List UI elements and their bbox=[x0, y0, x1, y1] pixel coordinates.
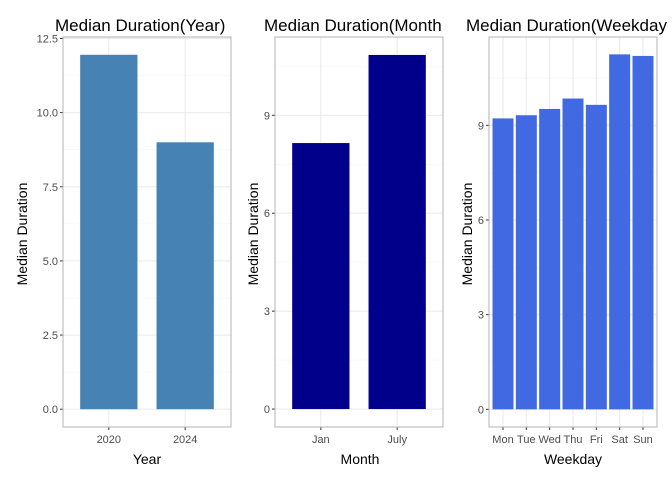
chart-title: Median Duration(Month bbox=[264, 16, 442, 35]
y-tick-label: 0 bbox=[264, 404, 270, 416]
y-tick-label: 3 bbox=[264, 306, 270, 318]
y-tick-label: 0.0 bbox=[43, 404, 58, 416]
bar-wed bbox=[539, 108, 561, 410]
y-axis-title: Median Duration bbox=[459, 183, 475, 286]
chart-title: Median Duration(Weekday bbox=[466, 16, 667, 35]
panel-weekday: Median Duration(Weekday Median Duration … bbox=[459, 16, 667, 467]
y-tick-label: 2.5 bbox=[43, 330, 58, 342]
x-tick-label: 2020 bbox=[97, 434, 121, 446]
x-tick-label: Sat bbox=[611, 434, 628, 446]
bar-thu bbox=[562, 98, 584, 410]
chart-title: Median Duration(Year) bbox=[55, 16, 225, 35]
plot-area: 0.0 2.5 5.0 7.5 10.0 12.5 2020 2024 bbox=[37, 33, 232, 446]
bar-july bbox=[368, 54, 426, 410]
x-tick-label: Fri bbox=[590, 434, 603, 446]
x-tick-label: Wed bbox=[538, 434, 560, 446]
plot-area: 0 3 6 9 Jan July bbox=[264, 36, 444, 446]
y-tick-label: 12.5 bbox=[37, 33, 58, 45]
x-tick-label: 2024 bbox=[173, 434, 197, 446]
x-tick-label: Thu bbox=[564, 434, 583, 446]
y-axis-title: Median Duration bbox=[245, 183, 261, 286]
y-tick-label: 7.5 bbox=[43, 182, 58, 194]
y-tick-label: 6 bbox=[264, 208, 270, 220]
bar-mon bbox=[492, 118, 514, 410]
y-tick-label: 0 bbox=[478, 404, 484, 416]
panel-border bbox=[62, 36, 232, 428]
bar-2024 bbox=[156, 142, 214, 410]
x-axis-title: Year bbox=[133, 451, 162, 467]
x-tick-label: Sun bbox=[633, 434, 653, 446]
bar-sun bbox=[632, 55, 654, 410]
y-axis-title: Median Duration bbox=[14, 183, 30, 286]
y-tick-label: 10.0 bbox=[37, 108, 58, 120]
y-tick-label: 9 bbox=[264, 110, 270, 122]
x-tick-label: Jan bbox=[312, 434, 330, 446]
bar-2020 bbox=[80, 54, 138, 410]
x-tick-label: July bbox=[387, 434, 407, 446]
plot-area: 0 3 6 9 Mon Tue Wed Thu Fri Sat Sun bbox=[478, 36, 658, 446]
y-tick-label: 5.0 bbox=[43, 256, 58, 268]
bar-tue bbox=[515, 115, 537, 410]
y-tick-label: 6 bbox=[478, 215, 484, 227]
y-tick-label: 3 bbox=[478, 310, 484, 322]
x-axis-title: Weekday bbox=[544, 451, 602, 467]
x-tick-label: Mon bbox=[492, 434, 513, 446]
bar-fri bbox=[585, 104, 607, 410]
bar-jan bbox=[292, 143, 350, 410]
x-axis-title: Month bbox=[341, 451, 380, 467]
panel-border bbox=[488, 36, 658, 428]
y-tick-label: 9 bbox=[478, 120, 484, 132]
panel-border bbox=[274, 36, 444, 428]
panel-year: Median Duration(Year) Median Duration Ye… bbox=[14, 16, 232, 467]
panel-month: Median Duration(Month Median Duration Mo… bbox=[245, 16, 444, 467]
x-tick-label: Tue bbox=[517, 434, 536, 446]
bar-sat bbox=[609, 54, 631, 410]
